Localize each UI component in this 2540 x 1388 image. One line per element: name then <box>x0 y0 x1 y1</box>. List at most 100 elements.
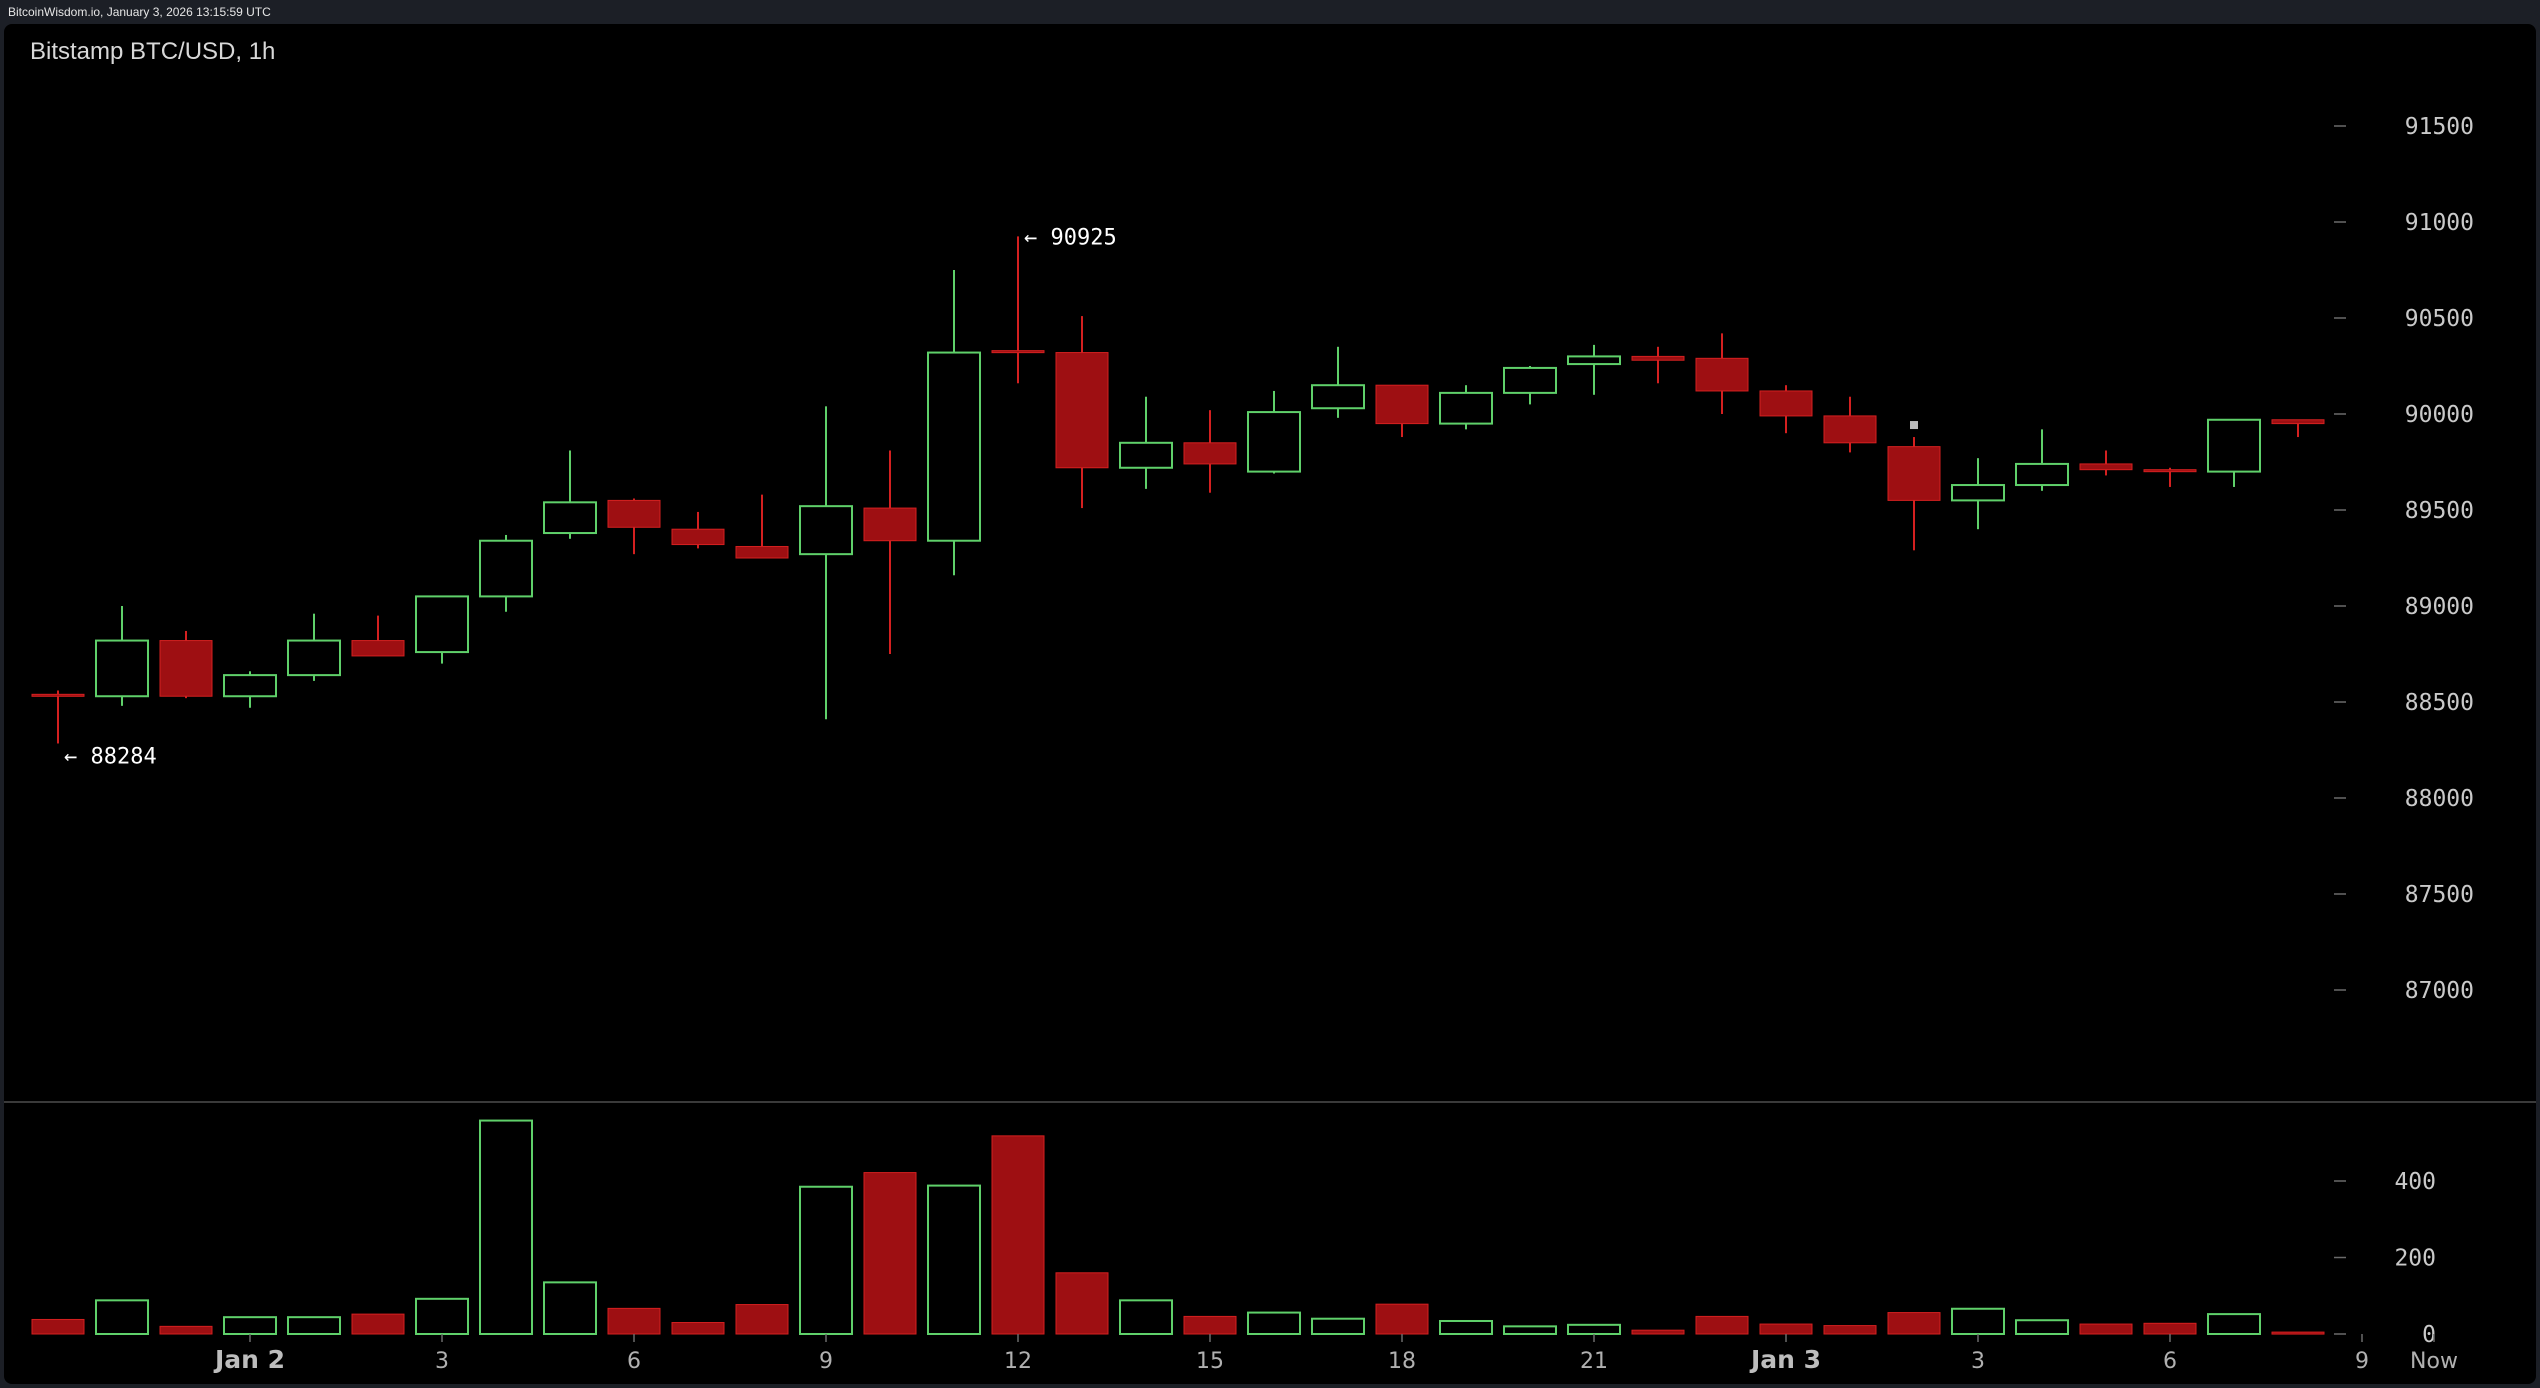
candle-up[interactable] <box>1119 396 1173 489</box>
price-volume-chart[interactable]: 87000 87500 88000 88500 89000 89500 90000 90500… <box>4 24 2536 1384</box>
price-annotation: ← 90925 <box>1024 225 1117 250</box>
time-tick-label: 18 <box>1388 1349 1416 1374</box>
candle-up[interactable] <box>415 595 469 664</box>
volume-bar-up <box>2207 1313 2261 1335</box>
candle-up[interactable] <box>1247 390 1301 474</box>
candle-body <box>927 351 981 542</box>
candle-up[interactable] <box>1567 344 1621 395</box>
volume-bar-down <box>1823 1325 1877 1335</box>
price-axis-labels: 87000 87500 88000 88500 89000 89500 90000 90500… <box>2405 114 2474 1004</box>
time-tick-label: 12 <box>1004 1349 1032 1374</box>
candle-up[interactable] <box>2015 429 2069 491</box>
candle-down[interactable] <box>2271 419 2325 438</box>
candle-body <box>1951 484 2005 502</box>
candle-body <box>2015 462 2069 487</box>
candle-up[interactable] <box>1311 346 1365 418</box>
candle-up[interactable] <box>2207 418 2261 487</box>
volume-bar-down <box>1631 1329 1685 1335</box>
candle-up[interactable] <box>927 270 981 576</box>
volume-bar-up <box>1311 1317 1365 1335</box>
candle-down[interactable] <box>1375 384 1429 438</box>
volume-bar-up <box>543 1281 597 1336</box>
volume-bar-up <box>1439 1319 1493 1335</box>
candle-body <box>543 501 597 535</box>
volume-bar-up <box>479 1119 533 1335</box>
candle-down[interactable] <box>863 450 917 654</box>
price-tick-label: 90000 <box>2405 402 2474 428</box>
candle-body <box>1567 355 1621 366</box>
time-tick-label: Jan 2 <box>213 1345 285 1374</box>
top-bar: BitcoinWisdom.io, January 3, 2026 13:15:… <box>0 0 2540 24</box>
price-tick-label: 91000 <box>2405 210 2474 236</box>
candle-up[interactable] <box>1503 366 1557 405</box>
candle-body <box>1887 446 1941 501</box>
volume-axis-labels: 0 200 400 <box>2394 1169 2436 1348</box>
candle-down[interactable] <box>607 498 661 555</box>
candle-body <box>1055 352 1109 469</box>
candle-up[interactable] <box>799 406 853 720</box>
candle-body <box>799 505 853 556</box>
candles <box>31 236 2325 744</box>
candle-down[interactable] <box>2079 450 2133 476</box>
candle-body <box>671 528 725 546</box>
candle-body <box>1631 355 1685 361</box>
chart-frame[interactable]: Bitstamp BTC/USD, 1h 87000 87500 88000 8850… <box>4 24 2536 1384</box>
candle-up[interactable] <box>95 606 149 706</box>
candle-down[interactable] <box>1695 333 1749 414</box>
candle-up[interactable] <box>223 671 277 708</box>
volume-bar-up <box>1503 1325 1557 1335</box>
candle-down[interactable] <box>1759 385 1813 434</box>
candle-body <box>1503 366 1557 394</box>
candle-down[interactable] <box>991 236 1045 384</box>
candle-body <box>1183 442 1237 465</box>
candle-body <box>351 640 405 657</box>
candle-body <box>1375 384 1429 425</box>
candle-down[interactable] <box>159 630 213 699</box>
time-tick-label: 21 <box>1580 1349 1608 1374</box>
volume-bar-down <box>991 1135 1045 1335</box>
candle-body <box>2207 418 2261 473</box>
candle-up[interactable] <box>479 534 533 612</box>
candle-body <box>1119 441 1173 469</box>
volume-tick-label: 200 <box>2394 1246 2436 1272</box>
time-tick-label: 15 <box>1196 1349 1224 1374</box>
candle-body <box>1311 384 1365 410</box>
time-tick-label: 6 <box>627 1349 641 1374</box>
time-tick-label: Now <box>2410 1349 2458 1374</box>
candle-up[interactable] <box>1439 385 1493 430</box>
candle-down[interactable] <box>1887 437 1941 551</box>
volume-bar-up <box>1567 1323 1621 1335</box>
candle-down[interactable] <box>1631 346 1685 384</box>
candle-down[interactable] <box>1823 396 1877 453</box>
volume-bar-up <box>2015 1319 2069 1335</box>
volume-bar-up <box>1951 1307 2005 1336</box>
candle-down[interactable] <box>31 690 85 744</box>
time-tick-label: 9 <box>819 1349 833 1374</box>
price-tick-label: 90500 <box>2405 306 2474 332</box>
candle-body <box>2143 469 2197 473</box>
volume-bar-down <box>2271 1331 2325 1335</box>
candle-body <box>735 545 789 559</box>
volume-bar-up <box>223 1316 277 1336</box>
volume-bar-up <box>1247 1311 1301 1335</box>
price-tick-label: 87500 <box>2405 882 2474 908</box>
candle-down[interactable] <box>671 511 725 549</box>
candle-body <box>1759 390 1813 417</box>
candle-down[interactable] <box>2143 467 2197 487</box>
candle-body <box>1439 391 1493 425</box>
price-tick-label: 88000 <box>2405 786 2474 812</box>
candle-up[interactable] <box>287 613 341 681</box>
candle-down[interactable] <box>1055 316 1109 509</box>
time-tick-label: 6 <box>2163 1349 2177 1374</box>
volume-tick-label: 0 <box>2422 1322 2436 1348</box>
candle-down[interactable] <box>351 615 405 657</box>
volume-bar-down <box>607 1307 661 1335</box>
candle-up[interactable] <box>1951 458 2005 530</box>
volume-bars <box>31 1119 2325 1336</box>
volume-bar-up <box>415 1297 469 1336</box>
price-tick-label: 89500 <box>2405 498 2474 524</box>
volume-bar-down <box>2079 1323 2133 1335</box>
candle-up[interactable] <box>543 450 597 539</box>
candle-down[interactable] <box>735 494 789 559</box>
candle-down[interactable] <box>1183 410 1237 493</box>
